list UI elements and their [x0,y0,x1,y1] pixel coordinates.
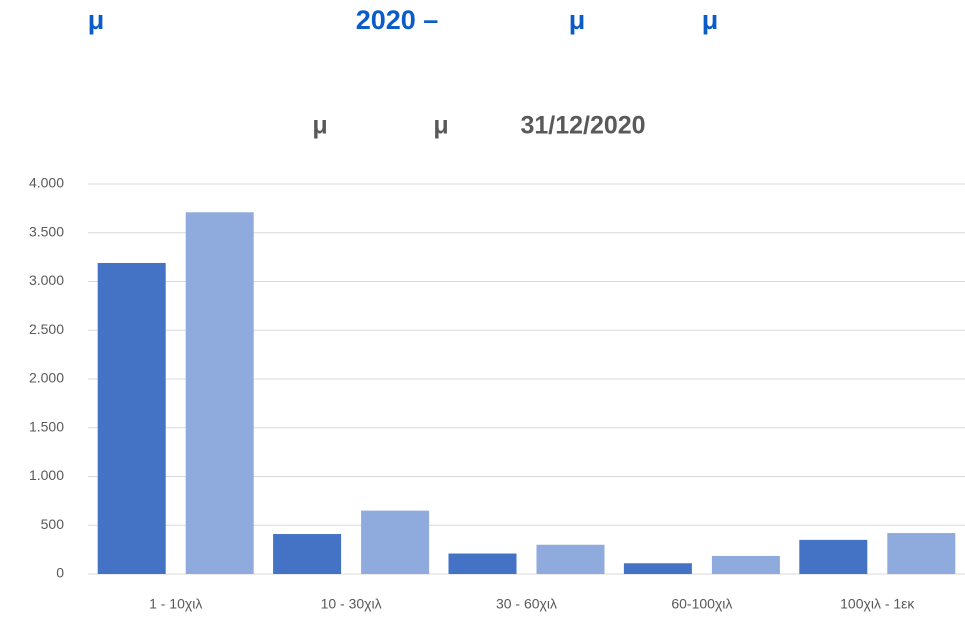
x-tick-label: 10 - 30χιλ [321,596,382,612]
y-tick-label: 3.000 [29,272,64,288]
y-tick-label: 0 [56,565,64,581]
bar [361,510,430,574]
bar [185,212,254,574]
chart-title: 31/12/2020 [520,112,645,140]
chart-title: μ [312,112,327,140]
bar [97,262,166,574]
bar [273,534,342,574]
bar [799,539,868,574]
page-title: μ [88,5,105,35]
page-title: μ [569,5,586,35]
y-tick-label: 2.500 [29,321,64,337]
page-title: μ [702,5,719,35]
bar [448,553,517,574]
page-title: 2020 – [356,5,439,35]
x-tick-label: 1 - 10χιλ [149,596,202,612]
y-tick-label: 4.000 [29,175,64,191]
chart-title: μ [433,112,448,140]
bar [887,533,956,574]
bar [711,555,780,574]
bar [536,544,605,574]
y-tick-label: 1.500 [29,418,64,434]
y-tick-label: 2.000 [29,370,64,386]
y-tick-label: 500 [41,516,65,532]
x-tick-label: 30 - 60χιλ [496,596,557,612]
bar [623,563,692,574]
x-tick-label: 100χιλ - 1εκ [840,596,915,612]
y-tick-label: 3.500 [29,223,64,239]
y-tick-label: 1.000 [29,467,64,483]
x-tick-label: 60-100χιλ [671,596,732,612]
